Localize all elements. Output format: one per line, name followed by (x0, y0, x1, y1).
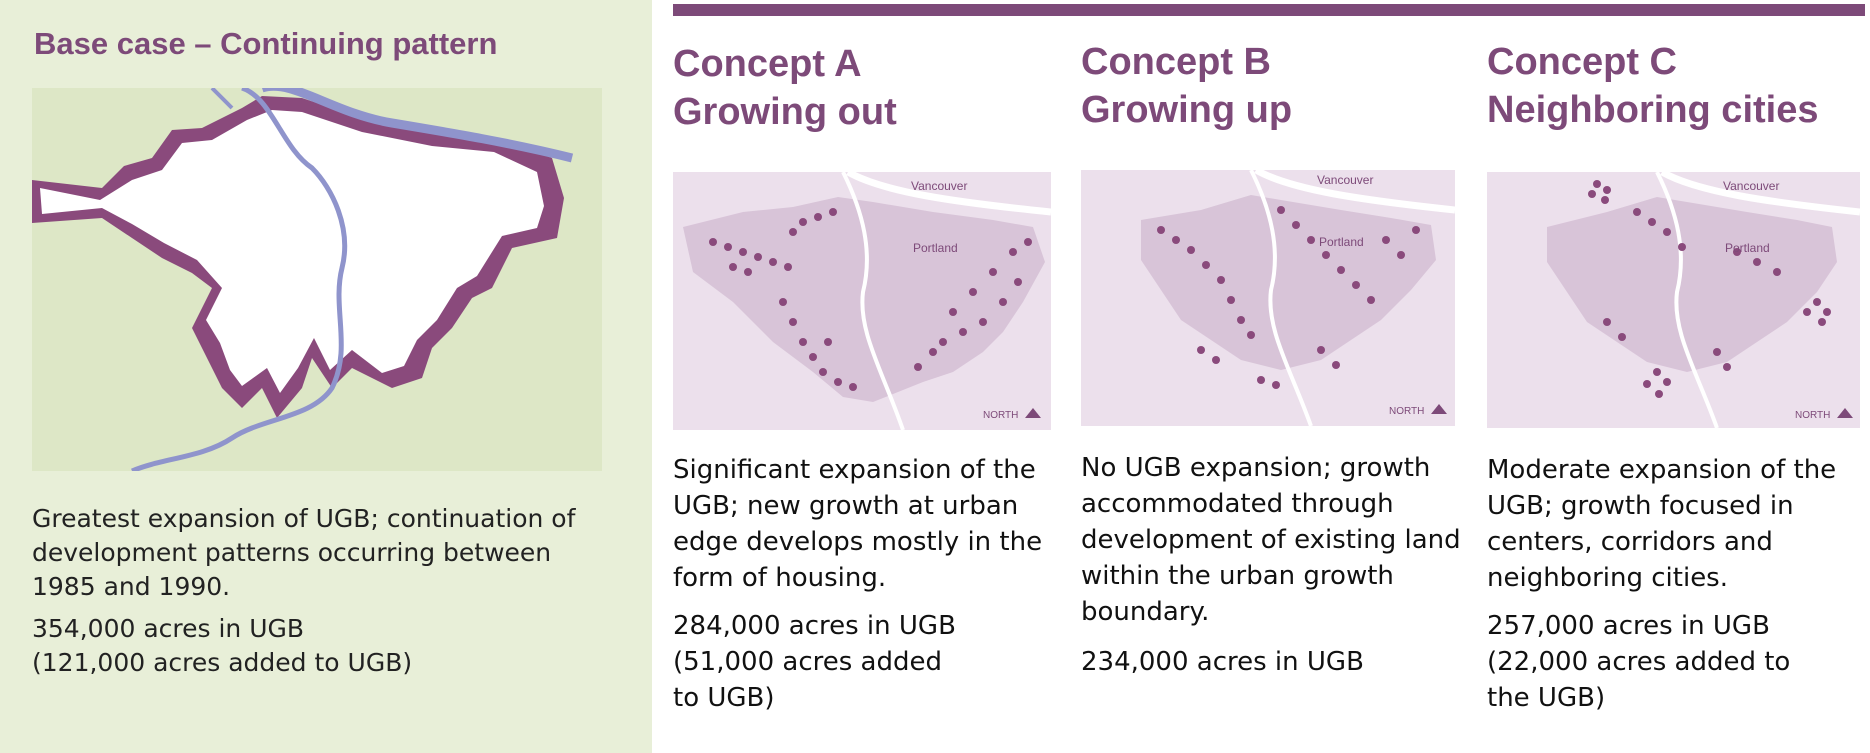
concept-b-north-label: NORTH (1389, 406, 1424, 417)
concept-c-description: Moderate expansion of the UGB; growth fo… (1487, 455, 1837, 593)
top-rule (673, 4, 1865, 16)
concept-b-vancouver-label: Vancouver (1317, 173, 1373, 187)
concept-c-development-dots (1588, 180, 1831, 398)
concept-a-title: Concept A Growing out (673, 40, 897, 136)
concept-c-portland-label: Portland (1725, 241, 1770, 255)
concept-b-title: Concept B Growing up (1081, 38, 1292, 134)
concept-a-north-arrow-icon (1025, 408, 1041, 418)
concept-a-title-line2: Growing out (673, 91, 897, 133)
concept-b-portland-label: Portland (1319, 235, 1364, 249)
base-case-panel: Base case – Continuing pattern Greatest … (0, 0, 652, 753)
concept-c-north-label: NORTH (1795, 410, 1830, 421)
concept-a-vancouver-label: Vancouver (911, 179, 967, 193)
concept-c-title: Concept C Neighboring cities (1487, 38, 1818, 134)
concept-b-description: No UGB expansion; growth accommodated th… (1081, 453, 1461, 627)
base-case-map (32, 88, 602, 471)
base-case-title: Base case – Continuing pattern (34, 26, 498, 61)
concept-a-development-dots (709, 208, 1032, 391)
concept-a-portland-label: Portland (913, 241, 958, 255)
concept-c-vancouver-label: Vancouver (1723, 179, 1779, 193)
concept-a-title-line1: Concept A (673, 43, 862, 85)
concept-c-title-line1: Concept C (1487, 41, 1677, 83)
concept-b-acres: 234,000 acres in UGB (1081, 647, 1364, 677)
base-case-description: Greatest expansion of UGB; continuation … (32, 504, 576, 601)
concept-a-description: Significant expansion of the UGB; new gr… (673, 455, 1043, 593)
concept-b-north-arrow-icon (1431, 404, 1447, 414)
concept-a-acres: 284,000 acres in UGB (51,000 acres added… (673, 611, 956, 713)
concept-c-north-arrow-icon (1837, 408, 1853, 418)
concept-b-title-line1: Concept B (1081, 41, 1271, 83)
concept-a-map: Vancouver Portland NORTH (673, 172, 1051, 430)
base-case-acres: 354,000 acres in UGB (121,000 acres adde… (32, 614, 413, 677)
concept-c-title-line2: Neighboring cities (1487, 89, 1819, 131)
concept-a-north-label: NORTH (983, 410, 1018, 421)
concept-b-title-line2: Growing up (1081, 89, 1293, 131)
concept-c-acres: 257,000 acres in UGB (22,000 acres added… (1487, 611, 1791, 713)
concept-c-map: Vancouver Portland NORTH (1487, 172, 1860, 428)
concept-b-development-dots (1157, 206, 1420, 389)
concept-b-map: Vancouver Portland NORTH (1081, 170, 1455, 426)
